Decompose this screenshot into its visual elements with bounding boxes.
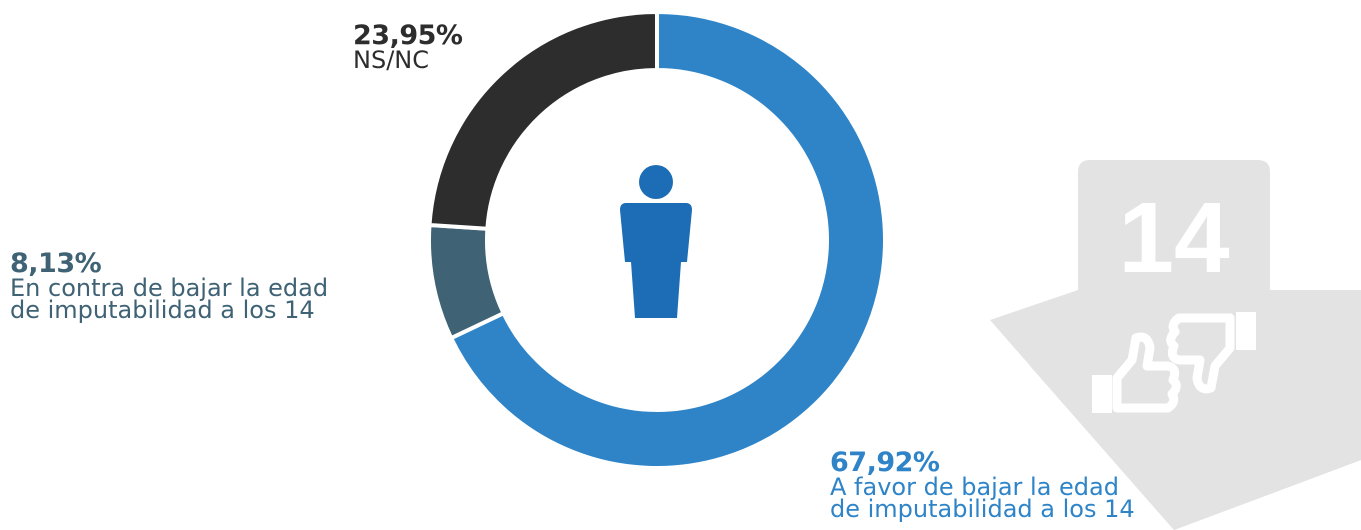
- donut-slice-1: [448, 9, 887, 470]
- label-nsnc: 23,95% NS/NC: [353, 20, 463, 74]
- person-icon: [620, 165, 692, 318]
- nsnc-percentage: 23,95%: [353, 20, 463, 51]
- contra-percentage: 8,13%: [10, 248, 102, 279]
- arrow-number: 14: [1118, 182, 1230, 294]
- favor-percentage: 67,92%: [830, 447, 940, 478]
- donut-slices: [427, 9, 887, 470]
- contra-description-line1: En contra de bajar la edad: [10, 274, 329, 302]
- favor-description-line2: de imputabilidad a los 14: [830, 495, 1135, 523]
- contra-description-line2: de imputabilidad a los 14: [10, 296, 315, 324]
- nsnc-description: NS/NC: [353, 46, 429, 74]
- label-favor: 67,92% A favor de bajar la edad de imput…: [830, 447, 1135, 523]
- donut-slice-3: [427, 9, 659, 231]
- label-contra: 8,13% En contra de bajar la edad de impu…: [10, 248, 329, 324]
